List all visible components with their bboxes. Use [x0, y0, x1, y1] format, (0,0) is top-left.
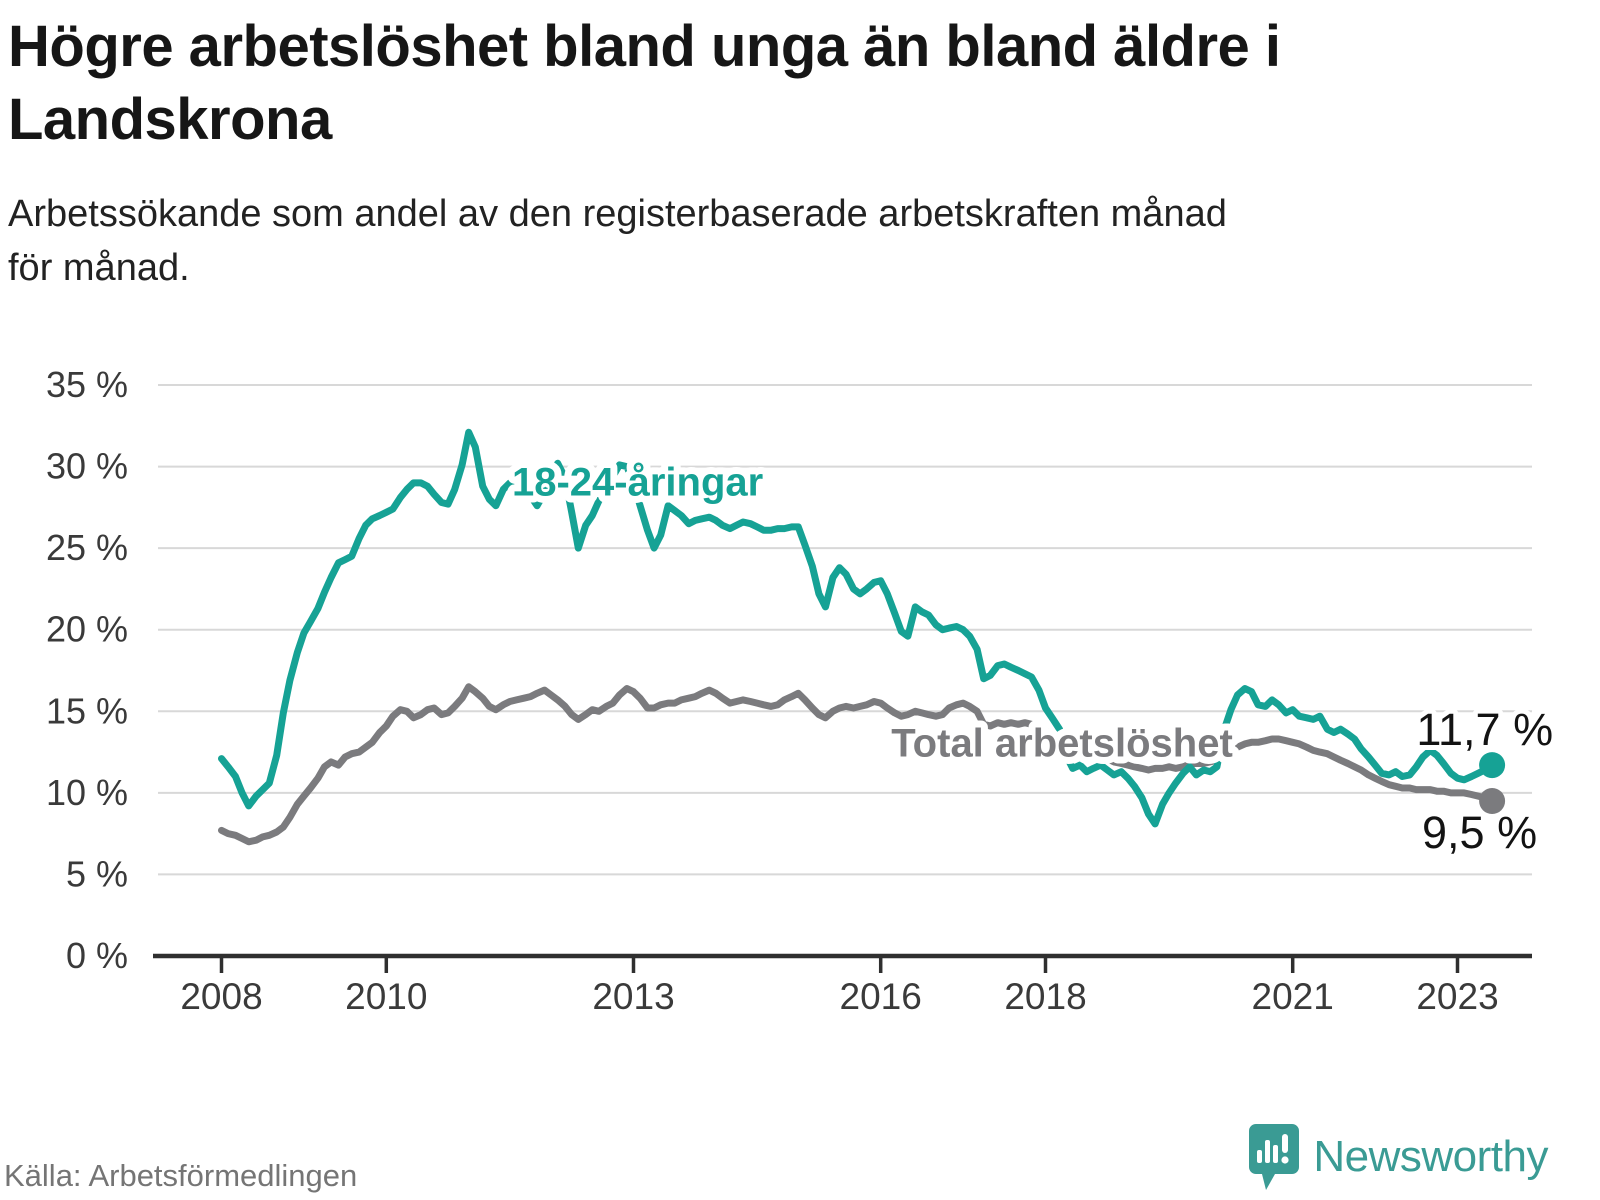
x-tick-label: 2018: [1004, 976, 1086, 1017]
y-tick-label: 30 %: [46, 446, 128, 487]
y-tick-label: 25 %: [46, 527, 128, 568]
chart-subtitle: Arbetssökande som andel av den registerb…: [8, 188, 1568, 296]
end-dot-total: [1479, 788, 1506, 814]
y-tick-label: 5 %: [66, 853, 128, 894]
series-label-young: 18-24-åringar: [512, 460, 763, 504]
newsworthy-pin-icon: [1249, 1124, 1300, 1190]
end-value-label-total: 9,5 %: [1422, 807, 1537, 858]
page-title: Högre arbetslöshet bland unga än bland ä…: [8, 10, 1588, 156]
series-line-young: [218, 428, 1496, 828]
y-tick-label: 20 %: [46, 609, 128, 650]
subtitle-line-2: för månad.: [8, 246, 190, 289]
brand-name: Newsworthy: [1313, 1132, 1548, 1181]
y-tick-label: 15 %: [46, 690, 128, 731]
end-value-label-young: 11,7 %: [1416, 704, 1553, 755]
title-line-2: Landskrona: [8, 87, 332, 153]
x-tick-label: 2021: [1252, 976, 1334, 1017]
x-tick-label: 2016: [840, 976, 922, 1017]
y-tick-label: 10 %: [46, 772, 128, 813]
y-tick-label: 35 %: [46, 364, 128, 405]
title-line-1: Högre arbetslöshet bland unga än bland ä…: [8, 14, 1281, 79]
x-tick-label: 2008: [180, 976, 262, 1017]
y-tick-label: 0 %: [66, 935, 128, 976]
series-label-total: Total arbetslöshet: [891, 721, 1233, 765]
x-tick-label: 2013: [592, 976, 674, 1017]
subtitle-line-1: Arbetssökande som andel av den registerb…: [8, 193, 1227, 235]
x-tick-label: 2010: [345, 976, 427, 1017]
end-dot-young: [1479, 752, 1506, 779]
newsworthy-logo: Newsworthy: [1249, 1124, 1548, 1190]
source-note: Källa: Arbetsförmedlingen: [4, 1158, 358, 1193]
x-tick-label: 2023: [1416, 976, 1498, 1017]
series-line-total: [218, 683, 1496, 846]
